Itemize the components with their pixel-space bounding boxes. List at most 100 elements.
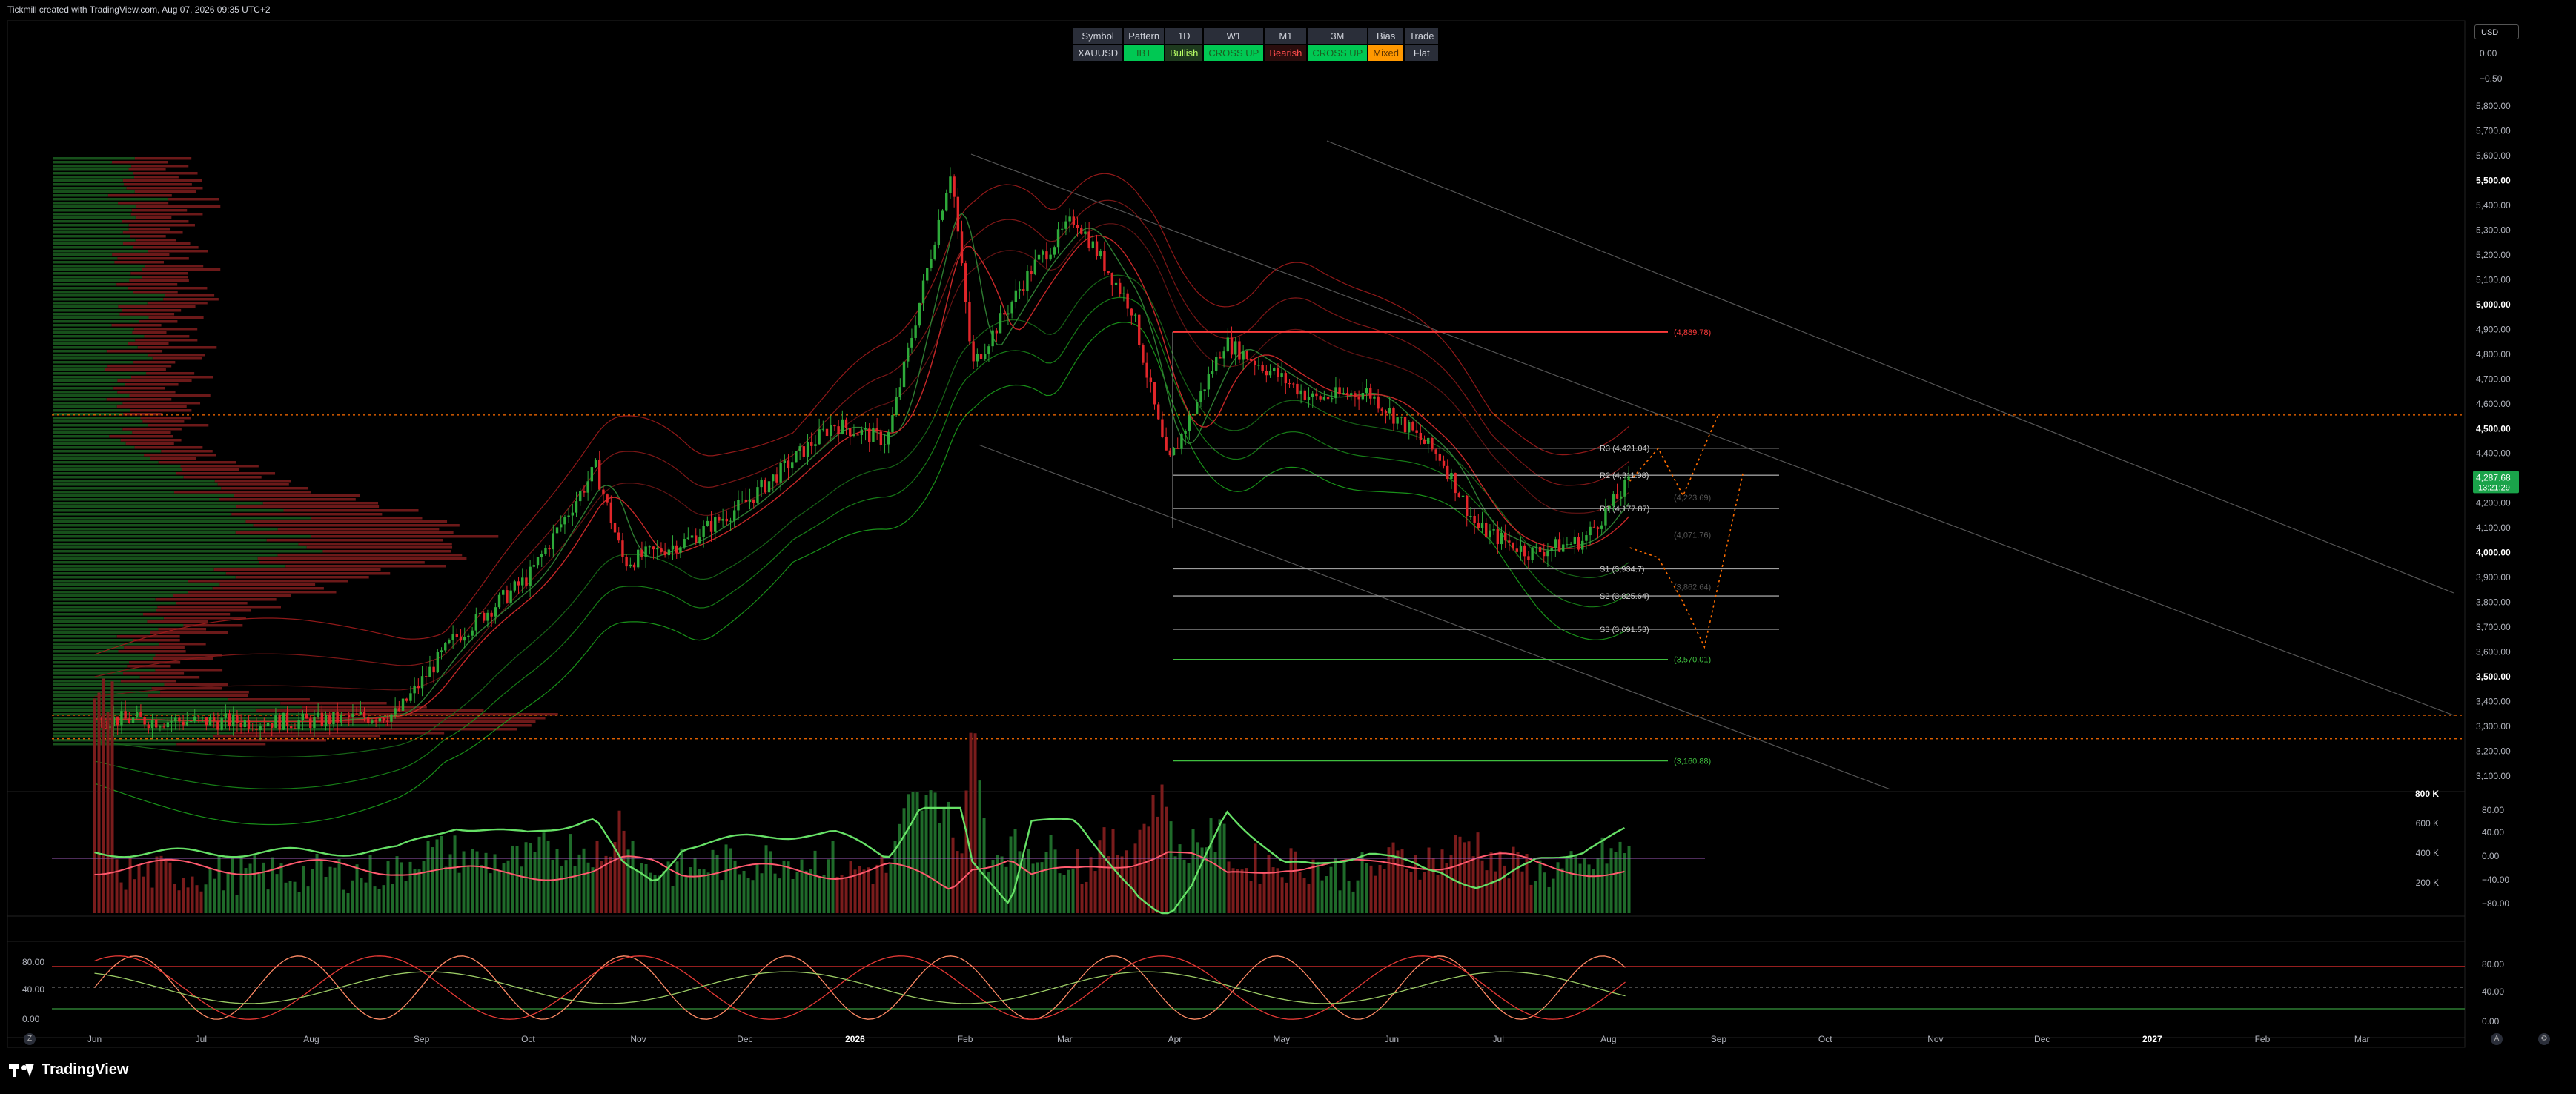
volume-bar (1311, 859, 1315, 913)
candle-body (1138, 314, 1141, 345)
volume-bar (1111, 829, 1115, 913)
volume-bar (769, 851, 772, 913)
volume-profile-bar (53, 365, 108, 368)
volume-bar (93, 698, 96, 913)
candle-body (540, 554, 543, 557)
stoch-left-axis-label: 80.00 (22, 957, 44, 967)
volume-profile-bar (311, 517, 423, 520)
volume-bar (213, 878, 216, 913)
candle-body (806, 442, 809, 457)
volume-bar (1018, 851, 1022, 913)
volume-bar (1463, 842, 1466, 913)
volume-bar (342, 889, 345, 913)
volume-bar (1071, 869, 1075, 913)
volume-bar (306, 886, 310, 913)
candle-body (1126, 293, 1129, 309)
volume-profile-bar (53, 683, 165, 686)
bias-pattern: IBT (1124, 45, 1165, 61)
auto-scale-icon[interactable]: A (2491, 1033, 2503, 1045)
volume-bar (102, 678, 105, 913)
chart-caption: Tickmill created with TradingView.com, A… (7, 4, 271, 15)
volume-profile-bar (139, 676, 200, 679)
volume-profile-bar (53, 602, 176, 605)
volume-profile-bar (53, 361, 134, 364)
candle-body (552, 533, 555, 550)
channel-line-2 (1326, 140, 2454, 594)
volume-bar (1400, 849, 1404, 913)
candle-body (907, 347, 910, 362)
candle-body (1099, 251, 1102, 256)
volume-profile-bar (119, 313, 175, 316)
volume-bar (1387, 847, 1391, 913)
volume-bar (644, 864, 648, 913)
candle-body (266, 723, 270, 726)
candle-body (1615, 494, 1619, 499)
volume-profile-bar (53, 383, 125, 386)
candle-body (1442, 460, 1446, 466)
volume-profile-bar (53, 531, 236, 534)
price-tick-label: 3,300.00 (2476, 721, 2511, 732)
volume-profile-bar (53, 279, 130, 282)
volume-bar (164, 861, 168, 913)
candle-body (976, 354, 979, 362)
candle-body (560, 524, 563, 528)
currency-selector[interactable]: USD (2474, 24, 2519, 39)
timezone-icon[interactable]: Z (24, 1033, 36, 1045)
volume-bar (742, 870, 746, 913)
volume-profile-bar (53, 357, 153, 360)
candle-body (1357, 397, 1360, 400)
volume-bar (631, 841, 635, 913)
volume-bar (1485, 870, 1489, 913)
candle-body (371, 720, 374, 723)
volume-profile-bar (385, 724, 532, 727)
volume-profile-bar (128, 287, 208, 290)
volume-profile-bar (53, 624, 184, 627)
volume-bar (738, 874, 741, 913)
volume-bar (987, 872, 990, 913)
volume-bar (110, 681, 114, 913)
volume-profile-bar (176, 743, 266, 746)
settings-icon[interactable]: ⚙ (2538, 1033, 2550, 1045)
pivot-levels: (4,889.78) R3 (4,421.04) R2 (4,311.98) R1 (… (52, 328, 2465, 766)
level-label-2: R2 (4,311.98) (1600, 471, 1649, 480)
volume-profile-bar (53, 246, 133, 249)
candle-body (1377, 396, 1380, 409)
candle-body (1438, 454, 1442, 461)
candle-body (837, 426, 840, 434)
volume-bar (333, 867, 337, 913)
volume-bar (809, 869, 812, 913)
price-tick-label: 4,800.00 (2476, 349, 2511, 359)
stoch-axis-label: 40.00 (2482, 987, 2504, 997)
volume-profile-bar (156, 609, 251, 612)
channel-line-0 (970, 153, 2454, 716)
price-tick-label: 5,000.00 (2476, 299, 2511, 310)
candle-body (1384, 411, 1388, 414)
candle-body (1176, 448, 1179, 449)
volume-bar (555, 849, 559, 913)
volume-bar (942, 807, 946, 913)
candle-body (798, 446, 801, 451)
tradingview-logo[interactable]: TradingView (9, 1061, 128, 1078)
candle-body (1230, 337, 1234, 355)
candle-body (1557, 539, 1561, 552)
candle-body (1265, 371, 1268, 376)
candle-body (640, 549, 643, 557)
candle-body (1466, 495, 1469, 517)
candle-body (1457, 493, 1461, 497)
volume-profile-bar (53, 420, 143, 423)
price-tick-label: 3,200.00 (2476, 746, 2511, 757)
volume-profile-bar (259, 561, 425, 564)
stoch-line-0 (93, 955, 1626, 1020)
volume-profile-bar (53, 439, 121, 442)
candle-body (502, 590, 505, 595)
volume-profile-bar (140, 417, 191, 420)
time-tick-label: Nov (630, 1034, 646, 1044)
volume-profile-bar (257, 557, 467, 560)
volume-axis-label: 600 K (2416, 818, 2439, 829)
volume-profile-bar (53, 265, 145, 268)
time-tick-label: Jun (87, 1034, 102, 1044)
volume-bar (1507, 878, 1511, 913)
volume-bar (128, 858, 132, 913)
bias-header-symbol: Symbol (1073, 28, 1123, 44)
